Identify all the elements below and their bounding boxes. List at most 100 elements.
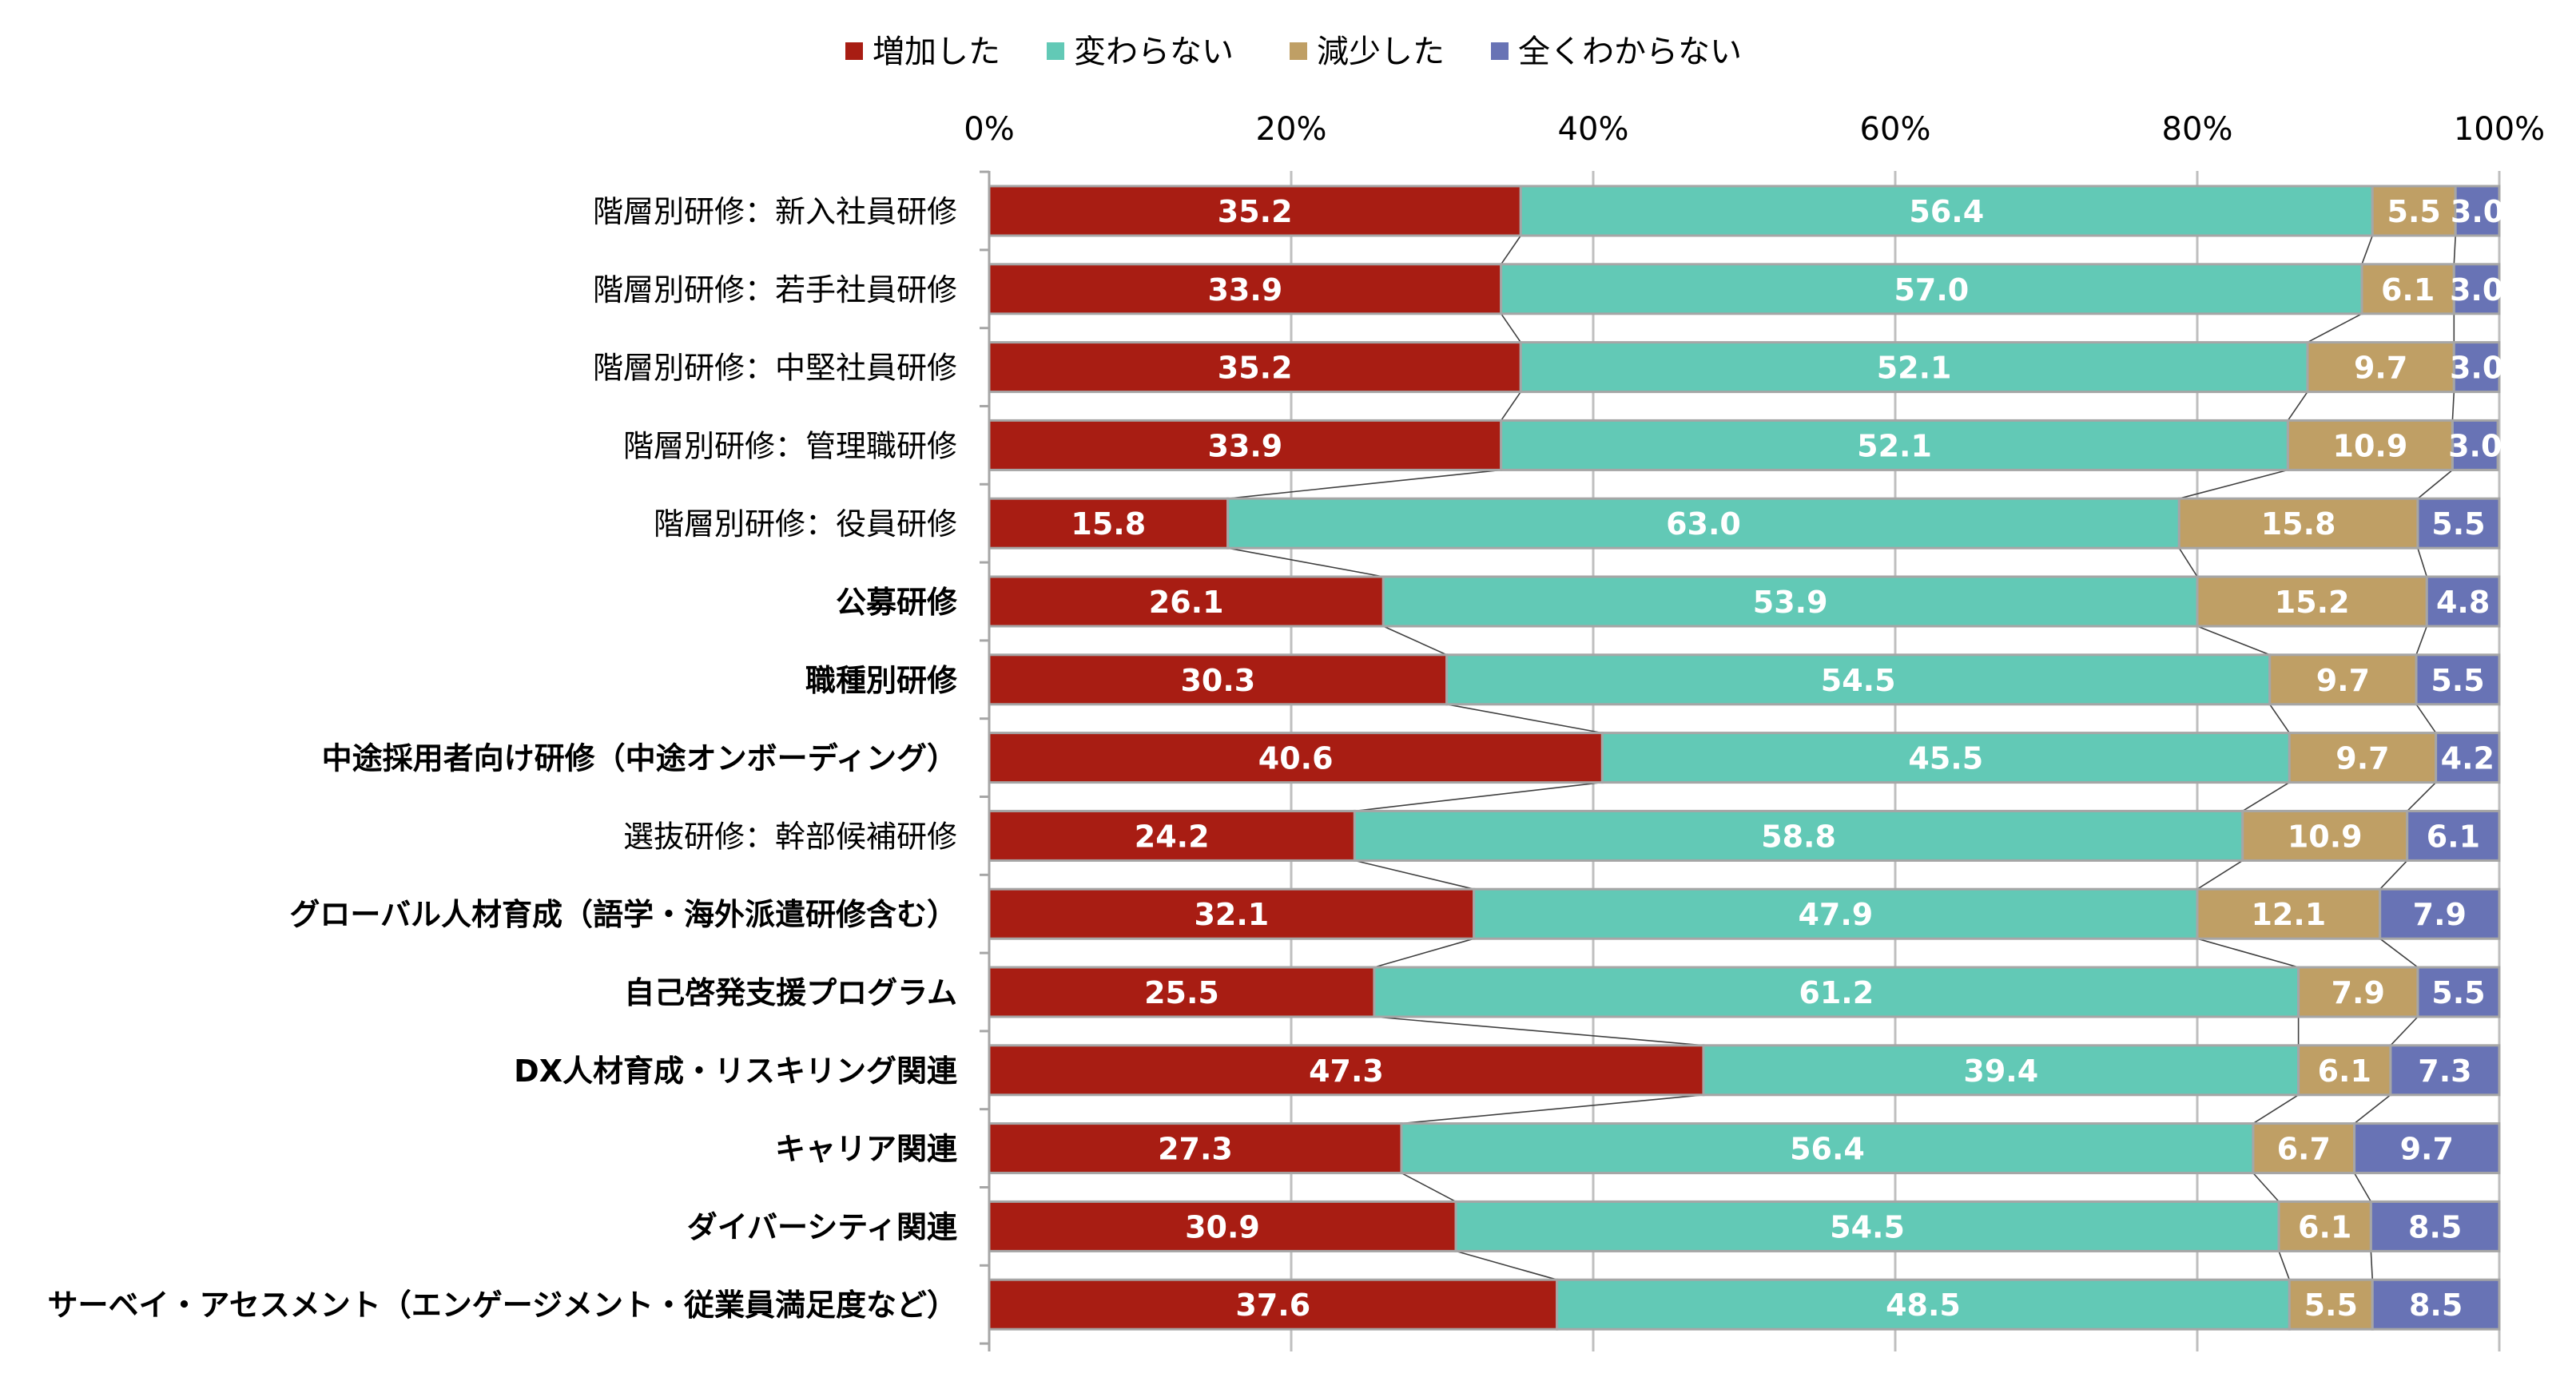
bar-segment (2286, 419, 2454, 471)
series-line (2361, 235, 2373, 265)
category-label: サーベイ・アセスメント（エンゲージメント・従業員満足度など） (48, 1288, 957, 1323)
x-tick-label: 60% (1860, 111, 1931, 148)
data-label: 47.3 (1309, 1054, 1384, 1089)
bar-segment (2451, 419, 2499, 471)
category-label: 階層別研修：管理職研修 (623, 428, 957, 463)
category-label: 階層別研修：中堅社員研修 (593, 351, 957, 386)
data-label: 3.0 (2451, 194, 2504, 229)
data-label: 37.6 (1235, 1288, 1310, 1323)
bar-segment (2306, 341, 2455, 394)
x-tick-label: 80% (2162, 111, 2233, 148)
bar-segment (1454, 1200, 2280, 1252)
data-label: 24.2 (1135, 819, 1210, 854)
data-label: 61.2 (1799, 975, 1874, 1010)
bar-segment (2379, 887, 2501, 940)
data-label: 3.0 (2448, 428, 2502, 463)
series-line (2252, 1173, 2280, 1202)
series-line (2196, 859, 2244, 890)
data-label: 27.3 (1158, 1132, 1233, 1167)
legend-swatch (1491, 42, 1509, 60)
bar-segment (1702, 1044, 2300, 1097)
series-line (2415, 704, 2437, 734)
series-line (2252, 1094, 2300, 1125)
data-label: 48.5 (1886, 1288, 1961, 1323)
series-line (1455, 1250, 1557, 1280)
series-line (1373, 1016, 1704, 1046)
data-label: 5.5 (2431, 975, 2485, 1010)
data-label: 57.0 (1894, 272, 1969, 308)
series-line (1354, 859, 1474, 890)
series-line (2178, 547, 2198, 577)
data-label: 6.1 (2298, 1209, 2351, 1244)
bar-segment (2416, 497, 2501, 550)
bar-segment (2288, 732, 2438, 784)
series-line (2453, 235, 2456, 264)
legend-label: 全くわからない (1518, 34, 1742, 70)
legend-label: 変わらない (1074, 34, 1234, 70)
data-label: 10.9 (2288, 819, 2363, 854)
series-line (2179, 469, 2288, 499)
bar-segment (1519, 341, 2309, 394)
series-line (2242, 781, 2290, 812)
legend-swatch (845, 42, 863, 60)
bar-segment (2406, 809, 2501, 862)
data-label: 6.7 (2277, 1132, 2331, 1167)
data-label: 63.0 (1666, 506, 1741, 542)
data-label: 45.5 (1908, 741, 1983, 776)
data-label: 30.3 (1180, 663, 1255, 698)
category-label: 公募研修 (836, 585, 958, 620)
series-line (2353, 1173, 2372, 1202)
bar-segment (2452, 263, 2501, 315)
category-labels: 階層別研修：新入社員研修階層別研修：若手社員研修階層別研修：中堅社員研修階層別研… (48, 194, 958, 1323)
series-line (1401, 1172, 1457, 1203)
data-label: 35.2 (1218, 194, 1293, 229)
bar-segment (1519, 185, 2374, 237)
series-lines (1227, 235, 2456, 1280)
bar-segment (2425, 575, 2501, 628)
series-line (2307, 313, 2363, 343)
bar-segment (2353, 1122, 2501, 1175)
data-label: 47.9 (1798, 897, 1873, 932)
data-label: 54.5 (1830, 1209, 1905, 1244)
data-label: 10.9 (2333, 428, 2408, 463)
data-label: 25.5 (1144, 975, 1219, 1010)
data-label: 56.4 (1790, 1132, 1865, 1167)
bar-segment (1473, 887, 2199, 940)
category-label: グローバル人材育成（語学・海外派遣研修含む） (289, 897, 957, 932)
bar-segment (1381, 575, 2199, 628)
bar-segment (2241, 809, 2409, 862)
bar-segment (988, 887, 1476, 940)
bar-segment (2435, 732, 2501, 784)
series-line (1501, 313, 1521, 343)
bar-segment (1445, 653, 2272, 706)
bar-segment (2277, 1200, 2372, 1252)
series-line (1501, 391, 1521, 421)
x-tick-label: 100% (2454, 111, 2545, 148)
data-label: 52.1 (1877, 351, 1952, 386)
data-label: 7.9 (2332, 975, 2385, 1010)
series-line (2407, 782, 2437, 812)
data-label: 53.9 (1753, 585, 1828, 620)
bar-segment (1400, 1122, 2255, 1175)
data-label: 3.0 (2450, 351, 2503, 386)
bar-segment (2196, 575, 2428, 628)
category-label: 選抜研修：幹部候補研修 (623, 819, 957, 854)
series-line (2196, 625, 2271, 656)
data-label: 5.5 (2304, 1288, 2358, 1323)
x-tick-label: 20% (1256, 111, 1327, 148)
bar-segment (988, 809, 1356, 862)
category-label: 階層別研修：新入社員研修 (593, 194, 957, 229)
series-line (2354, 1094, 2391, 1125)
series-line (2415, 625, 2428, 656)
data-label: 9.7 (2335, 741, 2389, 776)
data-label: 33.9 (1207, 428, 1282, 463)
data-label: 4.2 (2441, 741, 2495, 776)
legend: 増加した 変わらない 減少した 全くわからない (845, 34, 1742, 70)
series-line (2370, 1251, 2374, 1280)
data-label: 15.2 (2275, 585, 2350, 620)
data-label: 3.0 (2450, 272, 2503, 308)
data-label: 5.5 (2431, 663, 2484, 698)
bar-segment (1353, 809, 2244, 862)
